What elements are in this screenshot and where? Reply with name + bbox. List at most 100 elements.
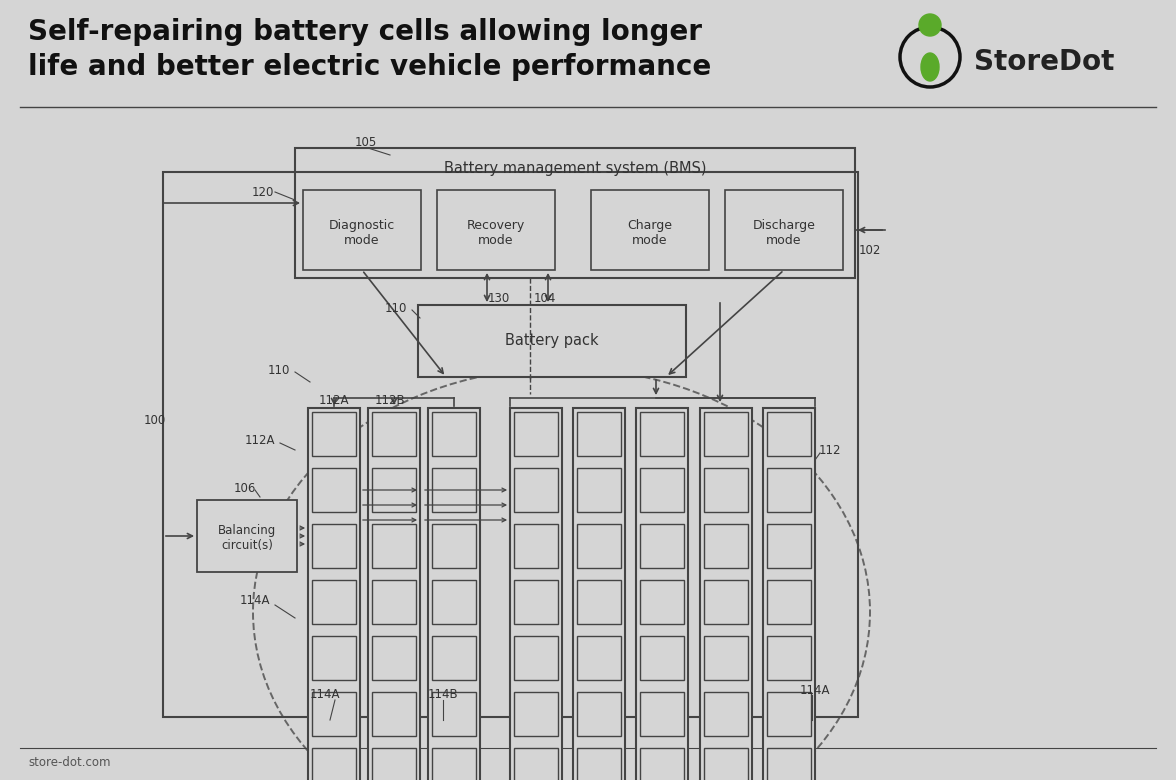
Bar bbox=[312, 412, 356, 456]
Bar bbox=[640, 468, 684, 512]
Text: 114B: 114B bbox=[428, 687, 459, 700]
Bar bbox=[514, 524, 557, 568]
Text: 102: 102 bbox=[858, 243, 881, 257]
Text: Charge
mode: Charge mode bbox=[628, 219, 673, 247]
Bar bbox=[640, 580, 684, 624]
Circle shape bbox=[918, 14, 941, 36]
Bar bbox=[417, 305, 686, 377]
Bar bbox=[0, 0, 1176, 107]
Bar bbox=[312, 580, 356, 624]
Bar bbox=[312, 748, 356, 780]
Text: 112: 112 bbox=[818, 444, 841, 456]
Bar bbox=[763, 408, 815, 780]
Bar bbox=[432, 636, 476, 680]
Bar bbox=[312, 692, 356, 736]
Bar bbox=[510, 408, 562, 780]
Bar bbox=[163, 172, 858, 717]
Bar bbox=[428, 408, 480, 780]
Text: 110: 110 bbox=[385, 302, 407, 314]
Bar bbox=[308, 408, 360, 780]
Bar bbox=[640, 524, 684, 568]
Bar bbox=[432, 748, 476, 780]
Text: 114A: 114A bbox=[240, 594, 270, 607]
Text: 105: 105 bbox=[355, 136, 377, 150]
Bar bbox=[368, 408, 420, 780]
Bar bbox=[437, 190, 555, 270]
Bar bbox=[312, 636, 356, 680]
Bar bbox=[577, 636, 621, 680]
Bar bbox=[704, 412, 748, 456]
Bar bbox=[372, 468, 416, 512]
Text: 112A: 112A bbox=[319, 395, 349, 407]
Bar bbox=[295, 148, 855, 278]
Bar bbox=[704, 636, 748, 680]
Text: Balancing
circuit(s): Balancing circuit(s) bbox=[218, 524, 276, 552]
Text: Recovery
mode: Recovery mode bbox=[467, 219, 526, 247]
Text: Battery pack: Battery pack bbox=[506, 334, 599, 349]
Text: 106: 106 bbox=[234, 481, 256, 495]
Bar bbox=[704, 580, 748, 624]
Text: 112A: 112A bbox=[245, 434, 275, 446]
Bar bbox=[704, 748, 748, 780]
Text: 110: 110 bbox=[268, 363, 290, 377]
Bar bbox=[636, 408, 688, 780]
Bar bbox=[724, 190, 843, 270]
Text: store-dot.com: store-dot.com bbox=[28, 756, 111, 768]
Bar bbox=[592, 190, 709, 270]
Bar bbox=[704, 468, 748, 512]
Bar bbox=[514, 748, 557, 780]
Text: 120: 120 bbox=[252, 186, 274, 198]
Text: StoreDot: StoreDot bbox=[974, 48, 1115, 76]
Bar bbox=[577, 412, 621, 456]
Text: 114A: 114A bbox=[800, 683, 830, 697]
Bar bbox=[432, 412, 476, 456]
Bar bbox=[372, 636, 416, 680]
Bar bbox=[704, 524, 748, 568]
Text: 100: 100 bbox=[143, 413, 166, 427]
Bar bbox=[767, 580, 811, 624]
Bar bbox=[432, 692, 476, 736]
Text: 104: 104 bbox=[534, 292, 556, 306]
Bar bbox=[767, 524, 811, 568]
Bar bbox=[700, 408, 751, 780]
Bar bbox=[704, 692, 748, 736]
Text: Diagnostic
mode: Diagnostic mode bbox=[329, 219, 395, 247]
Text: 112B: 112B bbox=[375, 395, 406, 407]
Bar bbox=[372, 692, 416, 736]
Bar bbox=[577, 580, 621, 624]
Bar bbox=[767, 468, 811, 512]
Bar bbox=[514, 412, 557, 456]
Bar bbox=[432, 524, 476, 568]
Bar bbox=[312, 524, 356, 568]
Bar bbox=[767, 748, 811, 780]
Bar bbox=[573, 408, 624, 780]
Bar bbox=[432, 468, 476, 512]
Bar bbox=[767, 692, 811, 736]
Bar bbox=[514, 636, 557, 680]
Bar bbox=[640, 692, 684, 736]
Bar bbox=[767, 636, 811, 680]
Text: Battery management system (BMS): Battery management system (BMS) bbox=[443, 161, 707, 176]
Bar bbox=[432, 580, 476, 624]
Text: Discharge
mode: Discharge mode bbox=[753, 219, 815, 247]
Bar bbox=[514, 580, 557, 624]
Ellipse shape bbox=[921, 53, 938, 81]
Bar bbox=[372, 524, 416, 568]
Bar bbox=[372, 580, 416, 624]
Text: 130: 130 bbox=[488, 292, 510, 306]
Text: 114A: 114A bbox=[309, 687, 340, 700]
Bar bbox=[372, 748, 416, 780]
Bar bbox=[514, 692, 557, 736]
Bar bbox=[577, 524, 621, 568]
Text: Self-repairing battery cells allowing longer
life and better electric vehicle pe: Self-repairing battery cells allowing lo… bbox=[28, 18, 711, 80]
Bar bbox=[372, 412, 416, 456]
Bar bbox=[577, 748, 621, 780]
Bar bbox=[312, 468, 356, 512]
Bar bbox=[640, 412, 684, 456]
Bar bbox=[577, 692, 621, 736]
Bar bbox=[198, 500, 298, 572]
Bar bbox=[640, 636, 684, 680]
Bar bbox=[640, 748, 684, 780]
Bar bbox=[577, 468, 621, 512]
Bar bbox=[514, 468, 557, 512]
